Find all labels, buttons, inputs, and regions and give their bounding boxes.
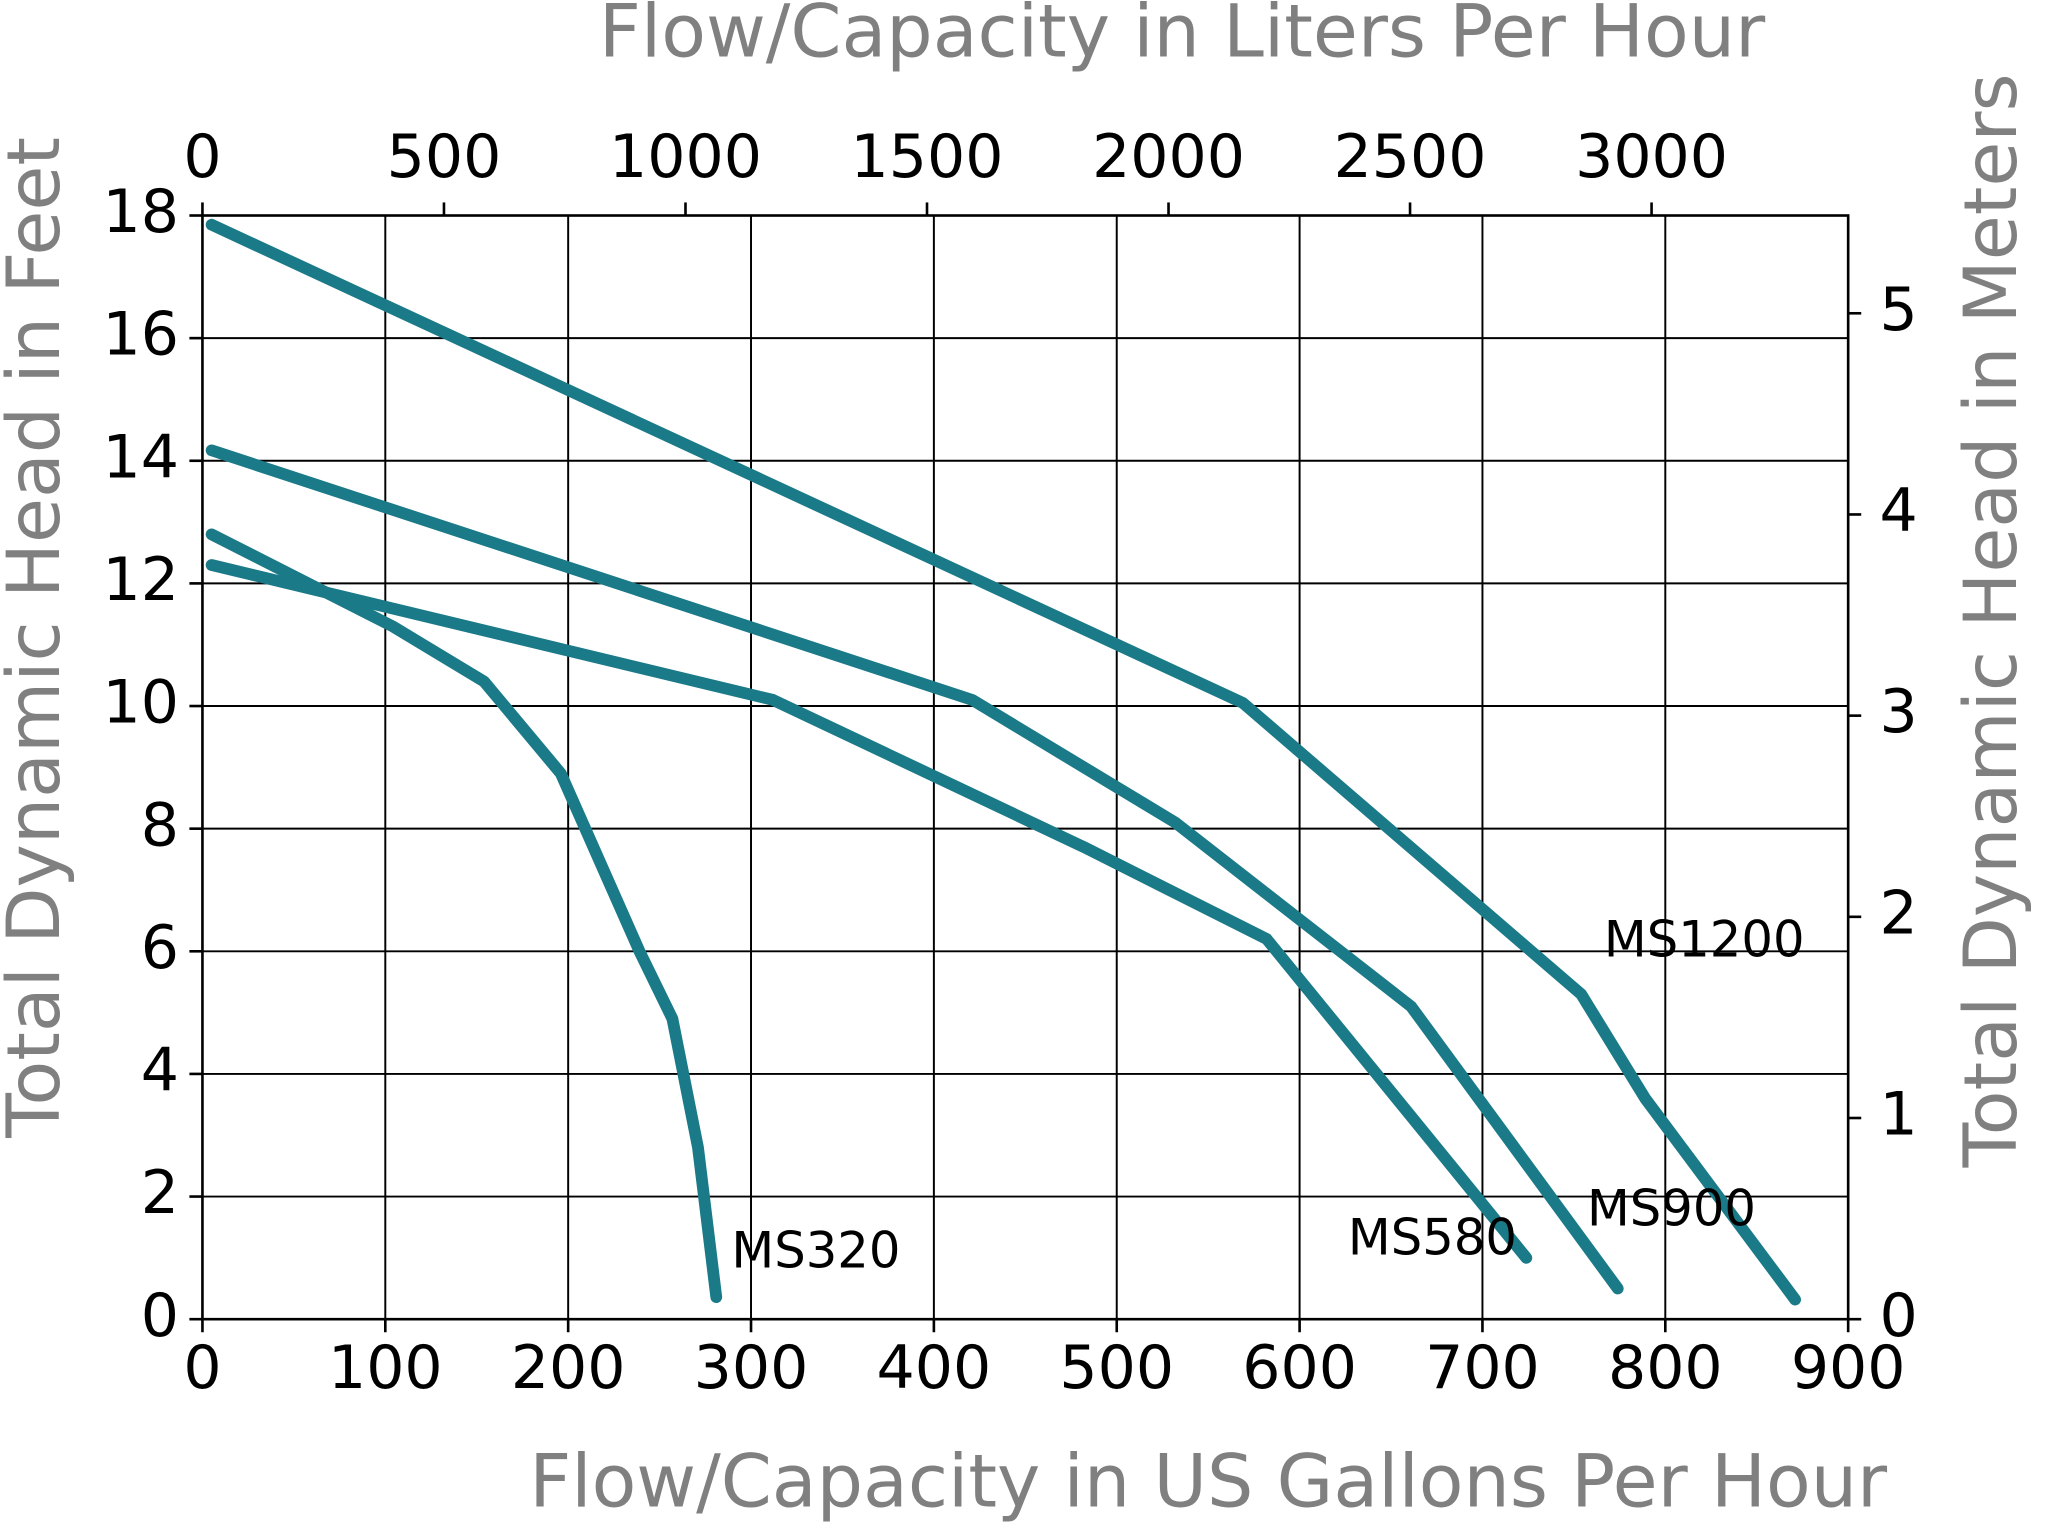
x2-tick-label: 2000 xyxy=(1092,122,1245,192)
series-label: MS320 xyxy=(731,1221,900,1279)
y-tick-label: 12 xyxy=(102,545,178,615)
y-tick-label: 14 xyxy=(102,422,178,492)
series-label: MS580 xyxy=(1348,1208,1517,1266)
series-label: MS1200 xyxy=(1604,911,1805,969)
y-tick-label: 16 xyxy=(102,300,178,370)
y-tick-label: 0 xyxy=(141,1281,179,1351)
x2-tick-label: 1500 xyxy=(851,122,1004,192)
series-line xyxy=(205,444,1624,1295)
series-line xyxy=(205,218,1802,1306)
x-tick-label: 500 xyxy=(1059,1333,1174,1403)
x-tick-label: 600 xyxy=(1242,1333,1357,1403)
plot-frame xyxy=(201,214,1850,1321)
x-tick-label: 300 xyxy=(694,1333,809,1403)
y-tick-label: 4 xyxy=(141,1036,179,1106)
x2-tick-label: 3000 xyxy=(1575,122,1728,192)
x2-tick-label: 2500 xyxy=(1334,122,1487,192)
x-tick-label: 800 xyxy=(1608,1333,1723,1403)
x-tick-label: 900 xyxy=(1791,1333,1906,1403)
y-axis-title: Total Dynamic Head in Feet xyxy=(0,137,77,1139)
y2-axis-title: Total Dynamic Head in Meters xyxy=(1949,73,2034,1168)
x2-axis-title: Flow/Capacity in Liters Per Hour xyxy=(599,0,1766,75)
series-label: MS900 xyxy=(1587,1180,1756,1238)
x2-tick-label: 1000 xyxy=(609,122,762,192)
series-line xyxy=(205,559,1533,1264)
x-axis-title: Flow/Capacity in US Gallons Per Hour xyxy=(529,1439,1888,1524)
y2-tick-label: 3 xyxy=(1880,677,1918,747)
x-tick-label: 700 xyxy=(1425,1333,1540,1403)
x2-tick-label: 0 xyxy=(183,122,221,192)
y-tick-label: 10 xyxy=(102,668,178,738)
y2-tick-label: 4 xyxy=(1880,476,1918,546)
x-tick-label: 0 xyxy=(183,1333,221,1403)
y-tick-label: 8 xyxy=(141,790,179,860)
series-line xyxy=(205,528,723,1303)
y-tick-label: 2 xyxy=(141,1158,179,1228)
x2-tick-label: 500 xyxy=(387,122,502,192)
y2-tick-label: 2 xyxy=(1880,878,1918,948)
y2-tick-label: 5 xyxy=(1880,275,1918,345)
y-tick-label: 18 xyxy=(102,177,178,247)
x-tick-label: 400 xyxy=(877,1333,992,1403)
y2-tick-label: 1 xyxy=(1880,1080,1918,1150)
x-tick-label: 200 xyxy=(511,1333,626,1403)
y-tick-label: 6 xyxy=(141,913,179,983)
y2-tick-label: 0 xyxy=(1880,1281,1918,1351)
x-tick-label: 100 xyxy=(328,1333,443,1403)
